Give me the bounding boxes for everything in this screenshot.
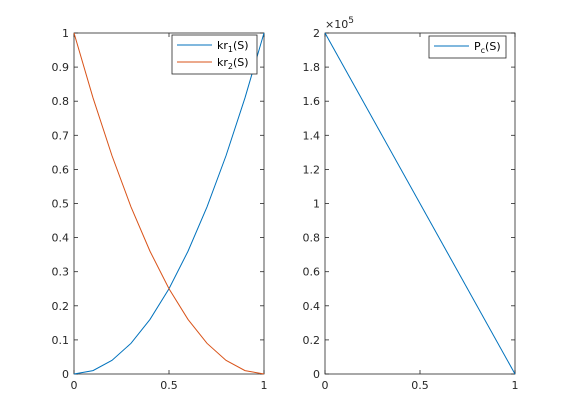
y-tick-label: 0 [62, 368, 69, 381]
chart-1: 0 0.5 1 0 0.1 0.2 0.3 0.4 0.5 0.6 0.7 0.8 0.9 1 kr1(S)… [52, 27, 268, 392]
y-tick-label: 0.2 [303, 334, 321, 347]
y-tick-label: 0.3 [52, 266, 70, 279]
legend-box [428, 35, 507, 59]
x-tick-label: 0.5 [411, 379, 429, 392]
x-tick-label: 0.5 [160, 379, 178, 392]
y-tick-label: 0.6 [303, 266, 321, 279]
y-tick-label: 0.4 [52, 232, 70, 245]
legend-entry: kr1(S) [217, 39, 249, 54]
y-tick-label: 0.9 [52, 61, 70, 74]
y-tick-label: 1.4 [303, 129, 321, 142]
y-tick-label: 0.4 [303, 300, 321, 313]
y-tick-label: 2 [313, 27, 320, 40]
legend-box [171, 34, 258, 75]
chart-2: 0 0.5 1 0 0.2 0.4 0.6 0.8 1 1.2 1.4 1.6 1.8 2 ×105 Pc(S… [303, 16, 519, 392]
y-tick-label: 1.8 [303, 61, 321, 74]
y-tick-label: 1.6 [303, 95, 321, 108]
y-tick-label: 1 [313, 198, 320, 211]
legend-entry: kr2(S) [217, 56, 249, 71]
series-line-1 [324, 32, 516, 375]
y-tick-label: 0.2 [52, 300, 70, 313]
y-exponent-label: ×105 [325, 16, 354, 31]
series-line-2 [73, 32, 265, 375]
legend: Pc(S) [428, 35, 507, 59]
y-tick-label: 0.1 [52, 334, 70, 347]
legend-entry: Pc(S) [474, 40, 501, 55]
x-tick-label: 0 [322, 379, 329, 392]
y-tick-label: 0.7 [52, 129, 70, 142]
legend: kr1(S) kr2(S) [171, 34, 258, 75]
x-tick-label: 1 [261, 379, 268, 392]
x-tick-label: 0 [71, 379, 78, 392]
y-tick-label: 0.5 [52, 198, 70, 211]
axes-box [73, 32, 265, 375]
x-tick-label: 1 [512, 379, 519, 392]
y-tick-label: 0.6 [52, 163, 70, 176]
y-tick-label: 0.8 [52, 95, 70, 108]
y-tick-label: 1 [62, 27, 69, 40]
y-tick-label: 0.8 [303, 232, 321, 245]
y-tick-label: 1.2 [303, 163, 321, 176]
y-tick-label: 0 [313, 368, 320, 381]
